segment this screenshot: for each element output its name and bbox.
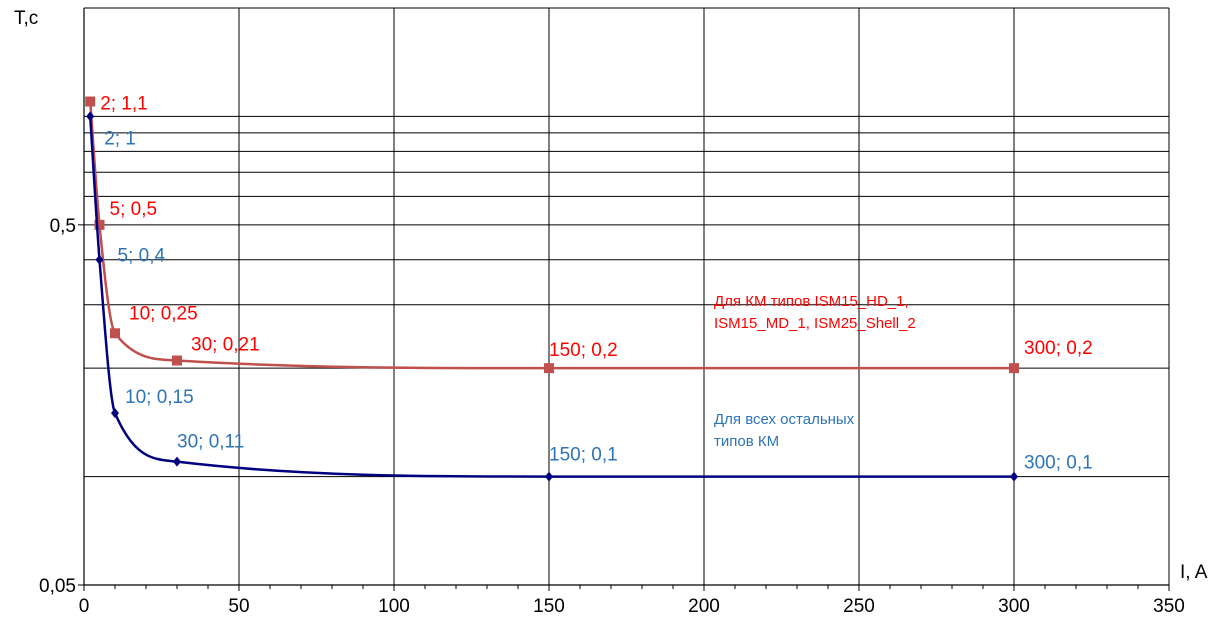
x-tick-label: 100	[378, 596, 410, 617]
x-tick-label: 50	[228, 596, 249, 617]
data-label: 300; 0,2	[1024, 338, 1093, 359]
x-axis-title: I, A	[1180, 562, 1208, 583]
grid	[83, 7, 1170, 585]
data-label: 150; 0,1	[549, 445, 618, 466]
x-tick-label: 200	[688, 596, 720, 617]
data-label: 300; 0,1	[1024, 453, 1093, 474]
x-tick-label: 300	[998, 596, 1030, 617]
data-point-square	[1009, 363, 1019, 374]
y-tick-label: 0,5	[50, 216, 76, 237]
data-label: 10; 0,15	[125, 387, 194, 408]
data-label: 150; 0,2	[549, 340, 618, 361]
annotation-text: ISM15_MD_1, ISM25_Shell_2	[714, 315, 916, 332]
data-point-diamond	[1010, 471, 1018, 482]
x-tick-label: 0	[79, 596, 90, 617]
data-point-diamond	[173, 456, 181, 467]
data-labels: 2; 1,1 5; 0,5 10; 0,25 30; 0,21 150; 0,2 300;…	[100, 94, 1092, 474]
data-label: 2; 1,1	[100, 94, 148, 115]
data-point-square	[544, 363, 554, 374]
annotations: Для КМ типов ISM15_HD_1, ISM15_MD_1, ISM2…	[714, 293, 916, 450]
data-label: 5; 0,5	[110, 199, 158, 220]
data-label: 30; 0,21	[191, 335, 260, 356]
y-tick-label: 0,05	[39, 576, 76, 597]
annotation-text: типов КМ	[714, 433, 779, 450]
data-point-diamond	[111, 408, 119, 419]
annotation-text: Для всех остальных	[714, 411, 855, 428]
x-tick-label: 250	[843, 596, 875, 617]
x-tick-label: 350	[1153, 596, 1185, 617]
data-label: 5; 0,4	[118, 246, 166, 267]
y-axis-title: T,c	[14, 8, 38, 29]
annotation-text: Для КМ типов ISM15_HD_1,	[714, 293, 909, 310]
data-label: 30; 0,11	[177, 432, 244, 453]
data-label: 10; 0,25	[129, 303, 198, 324]
data-point-square	[110, 328, 120, 339]
data-point-square	[94, 219, 105, 230]
series	[85, 96, 1019, 482]
data-point-diamond	[95, 254, 104, 265]
data-point-diamond	[545, 471, 553, 482]
data-point-square	[85, 96, 96, 107]
data-point-diamond	[86, 111, 95, 122]
x-tick-label: 150	[533, 596, 565, 617]
data-point-square	[172, 355, 182, 366]
axes: 0 50 100 150 200 250 300 350 0,05 0,5	[39, 8, 1185, 617]
data-label: 2; 1	[104, 128, 136, 149]
